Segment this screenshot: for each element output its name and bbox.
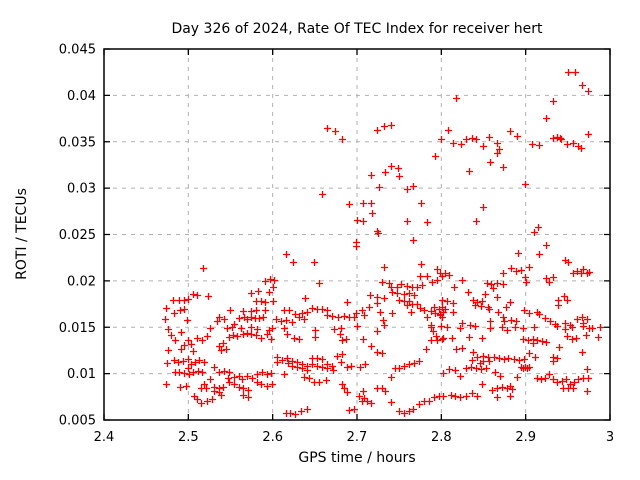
- y-tick-label: 0.025: [59, 228, 96, 243]
- x-tick-label: 2.9: [515, 430, 536, 445]
- x-tick-label: 2.4: [94, 430, 115, 445]
- chart-title: Day 326 of 2024, Rate Of TEC Index for r…: [171, 21, 543, 37]
- x-tick-label: 3: [606, 430, 614, 445]
- y-tick-label: 0.04: [67, 89, 96, 104]
- axis-ticks: [103, 48, 611, 421]
- y-tick-label: 0.03: [67, 182, 96, 197]
- y-tick-label: 0.015: [59, 321, 96, 336]
- x-tick-label: 2.7: [347, 430, 368, 445]
- y-axis-label: ROTI / TECUs: [14, 188, 30, 280]
- y-tick-label: 0.02: [67, 274, 96, 289]
- x-tick-label: 2.5: [178, 430, 199, 445]
- y-tick-label: 0.035: [59, 135, 96, 150]
- y-tick-label: 0.01: [67, 367, 96, 382]
- x-tick-label: 2.6: [262, 430, 283, 445]
- scatter-points: [162, 69, 604, 418]
- y-tick-label: 0.005: [59, 414, 96, 429]
- y-tick-label: 0.045: [59, 43, 96, 58]
- x-tick-label: 2.8: [431, 430, 452, 445]
- x-axis-label: GPS time / hours: [298, 450, 416, 466]
